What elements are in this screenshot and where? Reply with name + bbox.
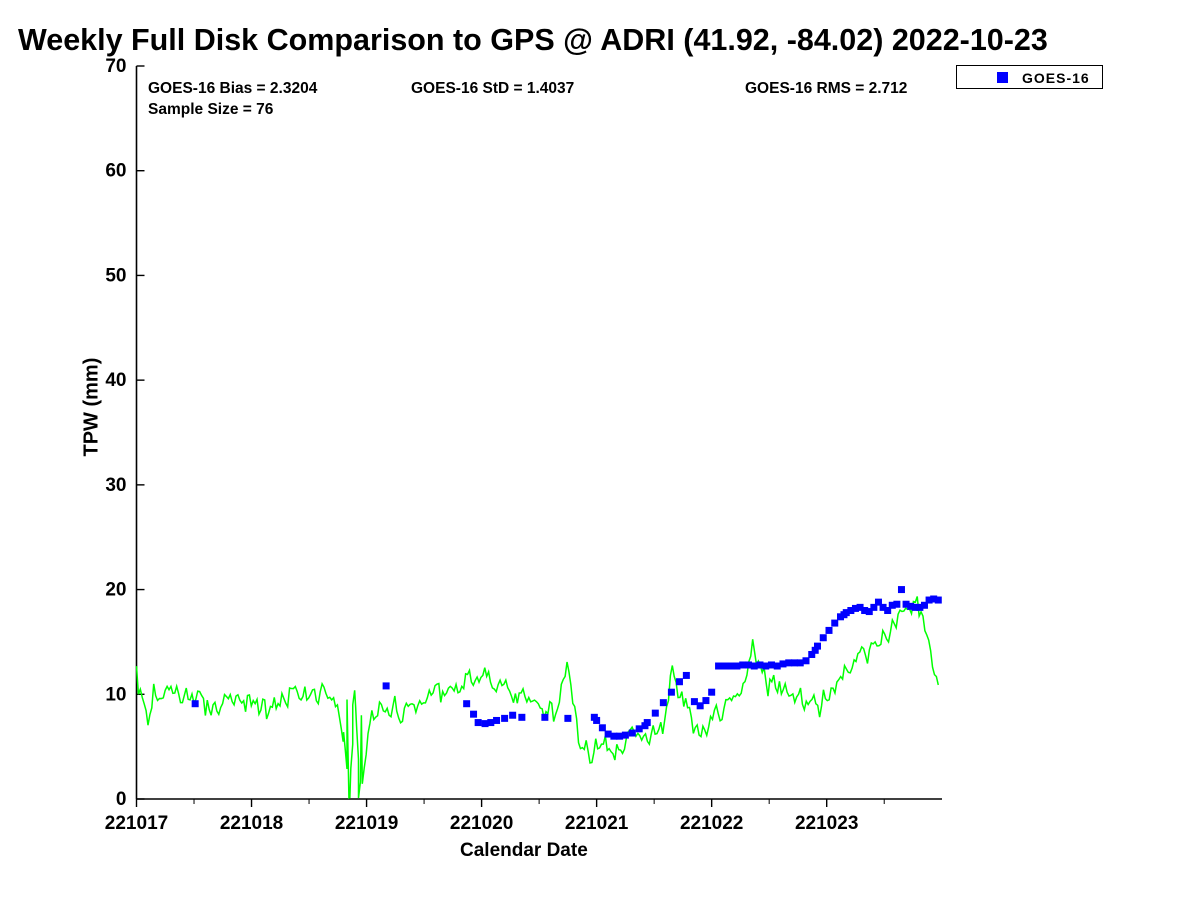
svg-text:221019: 221019 — [335, 813, 398, 834]
svg-text:70: 70 — [105, 56, 126, 77]
svg-text:10: 10 — [105, 684, 126, 705]
svg-text:0: 0 — [116, 789, 127, 810]
svg-text:221023: 221023 — [795, 813, 858, 834]
svg-text:221022: 221022 — [680, 813, 743, 834]
svg-text:20: 20 — [105, 580, 126, 601]
svg-text:221017: 221017 — [105, 813, 168, 834]
svg-text:221021: 221021 — [565, 813, 629, 834]
svg-text:221018: 221018 — [220, 813, 283, 834]
svg-text:221020: 221020 — [450, 813, 513, 834]
svg-text:60: 60 — [105, 161, 126, 182]
svg-text:40: 40 — [105, 370, 126, 391]
svg-text:30: 30 — [105, 475, 126, 496]
svg-text:50: 50 — [105, 265, 126, 286]
